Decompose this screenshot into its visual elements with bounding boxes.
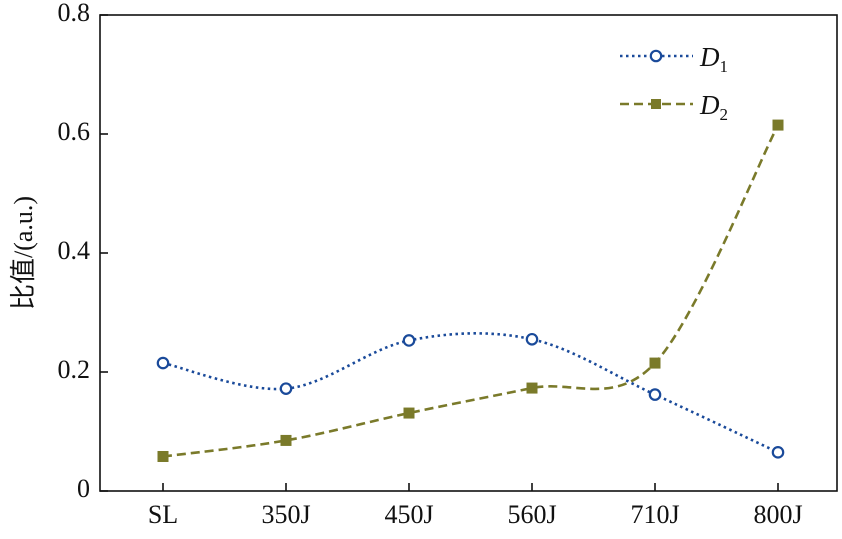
plot-frame (99, 14, 838, 492)
data-point-d2 (157, 450, 169, 462)
x-tick-label: 350J (261, 500, 310, 529)
x-tick-label: 710J (630, 500, 679, 529)
y-tick-label: 0.2 (58, 355, 91, 384)
x-axis: SL 350J 450J 560J 710J 800J (148, 483, 803, 529)
data-point-d1 (279, 382, 293, 395)
x-tick-label: 450J (384, 500, 433, 529)
data-point-d1 (771, 446, 785, 459)
y-tick-label: 0.6 (58, 117, 91, 146)
y-tick-label: 0.4 (58, 236, 91, 265)
y-tick-label: 0 (77, 474, 90, 503)
legend-marker-d2 (651, 99, 661, 109)
legend-entry-d2: D2 (620, 90, 728, 124)
legend-entry-d1: D1 (620, 42, 728, 76)
data-point-d2 (526, 382, 538, 394)
legend-marker-d1 (649, 49, 663, 63)
legend-label-d1: D1 (699, 42, 728, 76)
data-point-d2 (280, 434, 292, 446)
data-point-d2 (403, 407, 415, 419)
y-axis: 0 0.2 0.4 0.6 0.8 (58, 0, 108, 503)
data-point-d1 (525, 332, 539, 346)
series-line-d1 (162, 332, 779, 454)
legend-label-d2: D2 (699, 90, 728, 124)
data-point-d1 (156, 356, 170, 370)
data-point-d1 (402, 334, 416, 347)
series-line-d2 (162, 124, 780, 458)
data-point-d2 (649, 357, 661, 369)
x-tick-label: 560J (507, 500, 556, 529)
y-tick-label: 0.8 (58, 0, 91, 27)
x-tick-label: SL (148, 500, 178, 529)
y-axis-title: 比值/(a.u.) (9, 196, 38, 310)
data-point-d1 (648, 388, 662, 401)
x-tick-label: 800J (753, 500, 802, 529)
data-point-d2 (772, 119, 784, 131)
series-layer (156, 119, 785, 462)
legend: D1 D2 (620, 42, 728, 124)
